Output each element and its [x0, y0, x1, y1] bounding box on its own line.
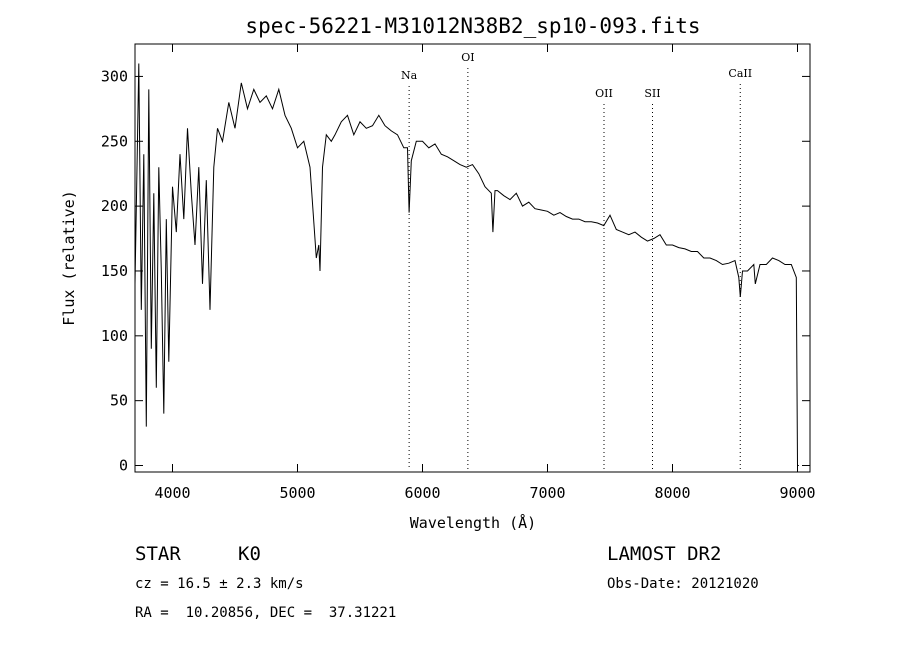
redshift-text: cz = 16.5 ± 2.3 km/s — [135, 576, 304, 592]
spectrum-line-0 — [134, 63, 799, 466]
marker-label-oi: OI — [461, 51, 474, 64]
x-tick-label: 6000 — [404, 484, 440, 502]
y-tick-label: 50 — [110, 392, 128, 410]
y-tick-label: 150 — [101, 262, 128, 280]
x-tick-label: 5000 — [279, 484, 315, 502]
y-axis-ticks: 0 50 100 150 200 250 300 — [101, 67, 810, 475]
flux-series — [134, 63, 799, 466]
marker-label-sii: SII — [644, 87, 660, 100]
marker-label-na: Na — [401, 69, 418, 82]
x-tick-label: 9000 — [779, 484, 815, 502]
x-axis-label: Wavelength (Å) — [410, 513, 536, 532]
x-tick-label: 4000 — [154, 484, 190, 502]
y-axis-label: Flux (relative) — [60, 190, 78, 325]
spectral-line-markers: Na OI OII SII CaII — [401, 51, 752, 470]
coordinates-text: RA = 10.20856, DEC = 37.31221 — [135, 605, 397, 621]
object-subclass: K0 — [238, 543, 261, 565]
y-tick-label: 200 — [101, 197, 128, 215]
y-tick-label: 250 — [101, 132, 128, 150]
plot-frame — [134, 43, 811, 473]
y-tick-label: 300 — [101, 67, 128, 85]
chart-title: spec-56221-M31012N38B2_sp10-093.fits — [245, 14, 700, 38]
y-tick-label: 0 — [119, 457, 128, 475]
survey-name: LAMOST DR2 — [607, 543, 722, 565]
observation-date: Obs-Date: 20121020 — [607, 576, 759, 592]
y-tick-label: 100 — [101, 327, 128, 345]
x-tick-label: 8000 — [654, 484, 690, 502]
x-axis-ticks: 4000 5000 6000 7000 8000 9000 — [154, 44, 816, 502]
object-class: STAR — [135, 543, 181, 565]
x-tick-label: 7000 — [529, 484, 565, 502]
marker-label-caii: CaII — [728, 67, 752, 80]
marker-label-oii: OII — [595, 87, 613, 100]
